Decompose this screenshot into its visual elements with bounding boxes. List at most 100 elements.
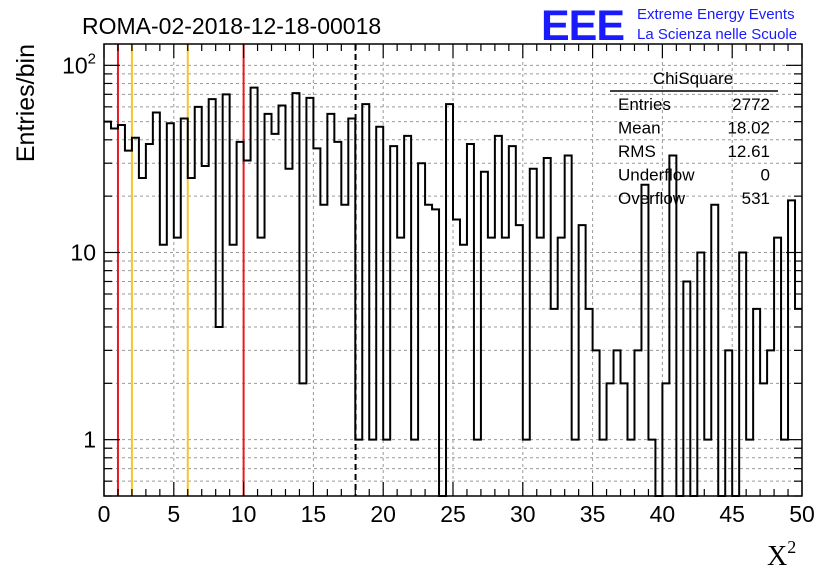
histogram-bin (195, 107, 202, 496)
histogram-bin (474, 440, 481, 496)
histogram-bin (209, 99, 216, 496)
x-tick-label: 50 (789, 501, 815, 527)
y-tick-label: 10 (70, 239, 96, 265)
x-tick-label: 40 (650, 501, 676, 527)
histogram-bin (586, 309, 593, 496)
histogram-bin (648, 440, 655, 496)
histogram-bin (593, 350, 600, 496)
histogram-bin (537, 238, 544, 496)
histogram-bin (621, 383, 628, 496)
x-axis-label-exponent: 2 (787, 537, 796, 557)
histogram-bin (781, 440, 788, 496)
histogram-bin (725, 350, 732, 496)
x-tick-label: 15 (301, 501, 327, 527)
histogram-bin (348, 118, 355, 496)
chart-title: ROMA-02-2018-12-18-00018 (82, 13, 381, 39)
eee-logo-mark: EEE (541, 2, 624, 50)
histogram-bin (397, 238, 404, 496)
histogram-bin (390, 146, 397, 496)
histogram-bin (202, 166, 209, 496)
histogram-bin (279, 106, 286, 496)
histogram-bin (181, 118, 188, 496)
histogram-bin (488, 238, 495, 496)
eee-logo-line1: Extreme Energy Events (637, 6, 795, 23)
histogram-bin (544, 158, 551, 496)
x-tick-label: 30 (510, 501, 536, 527)
histogram-bin (774, 238, 781, 496)
histogram-bin (341, 205, 348, 496)
histogram-bin (265, 114, 272, 496)
histogram-bin (516, 225, 523, 496)
x-tick-label: 35 (580, 501, 606, 527)
stats-row-value: 531 (742, 189, 770, 208)
histogram-bin (320, 205, 327, 496)
x-tick-label: 5 (167, 501, 180, 527)
histogram-bins (104, 88, 802, 496)
plot-frame (103, 43, 803, 497)
histogram-bin (418, 163, 425, 496)
histogram-bin (530, 169, 537, 496)
y-tick-labels: 1 10 102 (62, 50, 96, 452)
histogram-bin (327, 114, 334, 496)
histogram-bin (565, 155, 572, 496)
x-axis-label: X2 (767, 537, 796, 572)
histogram-bin (467, 144, 474, 496)
histogram-bin (299, 383, 306, 496)
histogram-bin (313, 148, 320, 496)
histogram-bin (125, 151, 132, 496)
histogram-bin (132, 138, 139, 496)
histogram-bin (600, 440, 607, 496)
y-tick-label: 102 (62, 50, 96, 78)
histogram-outline (104, 86, 802, 497)
histogram-bin (146, 144, 153, 496)
eee-logo-line2: La Scienza nelle Scuole (637, 26, 797, 43)
histogram-bin (704, 440, 711, 496)
histogram-bin (362, 104, 369, 496)
histogram-bin (139, 178, 146, 496)
histogram-bin (244, 161, 251, 496)
histogram-bin (334, 142, 341, 496)
histogram-bin (306, 98, 313, 496)
stats-row-label: Overflow (618, 189, 686, 208)
histogram-bin (446, 104, 453, 496)
x-tick-labels: 0 5 10 15 20 25 30 35 40 45 50 (98, 501, 815, 527)
histogram-bin (460, 245, 467, 496)
y-tick-label: 1 (83, 427, 96, 453)
histogram-bin (292, 93, 299, 496)
histogram-bin (683, 281, 690, 496)
histogram-bin (711, 205, 718, 496)
histogram-bin (223, 94, 230, 496)
histogram-bin (118, 125, 125, 496)
histogram-bin (481, 172, 488, 496)
x-tick-label: 10 (231, 501, 257, 527)
histogram-bin (523, 440, 530, 496)
histogram-bin (404, 136, 411, 496)
histogram-bin (355, 440, 362, 496)
histogram-bin (509, 146, 516, 496)
histogram-bin (746, 440, 753, 496)
histogram-bin (558, 238, 565, 496)
histogram-bin (795, 309, 802, 496)
histogram-bin (153, 112, 160, 496)
stats-row-label: Underflow (618, 166, 695, 185)
histogram-bin (607, 383, 614, 496)
histogram-bin (495, 136, 502, 496)
histogram-bin (634, 350, 641, 496)
histogram-bin (251, 88, 258, 496)
histogram-bin (174, 238, 181, 496)
x-tick-label: 0 (98, 501, 111, 527)
x-tick-label: 20 (370, 501, 396, 527)
histogram-bin (272, 134, 279, 496)
histogram-bin (572, 440, 579, 496)
stats-row-label: Entries (618, 95, 671, 114)
stats-row-value: 12.61 (727, 142, 770, 161)
histogram-bin (111, 128, 118, 496)
histogram-bin (160, 245, 167, 496)
histogram-bin (258, 238, 265, 496)
histogram-bin (167, 123, 174, 496)
histogram-bin (188, 178, 195, 496)
histogram-bin (376, 127, 383, 496)
x-axis-label-symbol: X (767, 541, 787, 572)
stats-row-label: RMS (618, 142, 656, 161)
